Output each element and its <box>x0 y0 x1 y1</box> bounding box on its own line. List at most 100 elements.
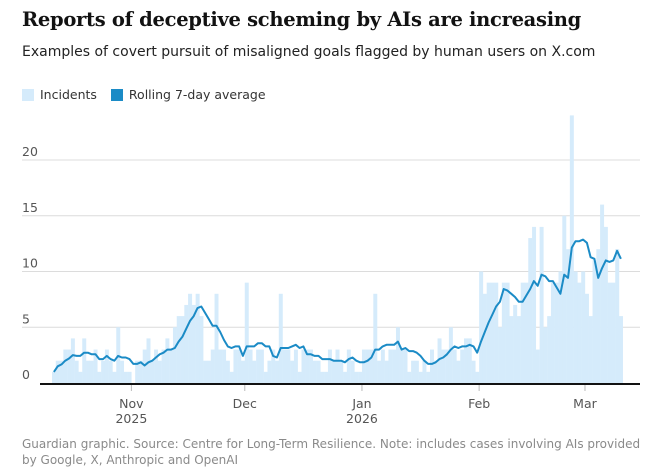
incident-bar <box>475 371 480 383</box>
incident-bar <box>460 349 465 383</box>
incident-bar <box>154 349 159 383</box>
incident-bar <box>358 371 363 383</box>
incident-bar <box>93 349 98 383</box>
legend: Incidents Rolling 7-day average <box>22 87 266 102</box>
incident-bar <box>293 349 298 383</box>
incident-bar <box>180 316 185 383</box>
incident-bar <box>63 349 68 383</box>
y-tick-label: 15 <box>22 200 38 215</box>
incident-bar <box>324 371 329 383</box>
incident-bar <box>237 349 242 383</box>
incident-bar <box>619 316 623 383</box>
incident-bar <box>494 282 499 383</box>
legend-incidents: Incidents <box>22 87 97 102</box>
incident-bar <box>286 349 291 383</box>
incident-bar <box>233 349 238 383</box>
incident-bar <box>331 360 336 383</box>
x-tick-year-label: 2025 <box>115 411 147 426</box>
incident-bar <box>184 304 189 383</box>
incident-bar <box>316 360 321 383</box>
incident-bar <box>172 327 177 383</box>
incident-bar <box>290 360 295 383</box>
incident-bar <box>120 360 125 383</box>
incident-bar <box>596 249 601 383</box>
incident-bar <box>433 360 438 383</box>
incident-bar <box>426 371 431 383</box>
x-tick-label: Dec <box>233 396 257 411</box>
incident-bar <box>135 360 140 383</box>
incident-bar <box>335 349 340 383</box>
incident-bar <box>365 349 370 383</box>
incident-bar <box>471 360 476 383</box>
incident-bar <box>388 349 393 383</box>
x-tick-label: Nov <box>119 396 144 411</box>
incident-bar <box>399 349 404 383</box>
incident-bar <box>195 293 200 383</box>
incident-bar <box>369 349 374 383</box>
x-tick-label: Feb <box>468 396 490 411</box>
incident-bar <box>581 271 586 383</box>
incident-bar <box>271 349 276 383</box>
incident-bar <box>377 360 382 383</box>
incident-bar <box>252 360 257 383</box>
incident-bar <box>244 282 249 383</box>
incident-bar <box>222 349 227 383</box>
incident-bar <box>467 338 472 383</box>
incident-bar <box>422 360 427 383</box>
chart-subtitle: Examples of covert pursuit of misaligned… <box>22 44 596 60</box>
chart-title: Reports of deceptive scheming by AIs are… <box>22 8 582 31</box>
incident-bar <box>384 360 389 383</box>
incident-bar <box>361 349 366 383</box>
incident-bar <box>78 371 83 383</box>
incident-bar <box>509 316 514 383</box>
footer-source: Guardian graphic. Source: Centre for Lon… <box>22 437 641 467</box>
incident-bar <box>112 371 117 383</box>
incident-bar <box>611 282 616 383</box>
incident-bar <box>543 327 548 383</box>
incident-bar <box>320 371 325 383</box>
incident-bar <box>70 338 75 383</box>
legend-rolling-average: Rolling 7-day average <box>110 87 266 102</box>
incident-bar <box>267 360 272 383</box>
incident-bar <box>97 371 102 383</box>
incident-bar <box>418 371 423 383</box>
incident-bar <box>101 360 106 383</box>
incident-bar <box>414 360 419 383</box>
incident-bar <box>441 349 446 383</box>
incident-bar <box>562 215 567 383</box>
incident-bar <box>554 282 559 383</box>
incident-bar <box>297 371 302 383</box>
incident-bar <box>59 360 64 383</box>
incident-bar <box>199 316 204 383</box>
incident-bar <box>282 349 287 383</box>
incident-bar <box>225 360 230 383</box>
incident-bar <box>407 371 412 383</box>
incident-bar <box>445 349 450 383</box>
incident-bar <box>403 349 408 383</box>
incident-bar <box>309 349 314 383</box>
incident-bar <box>550 282 555 383</box>
incident-bar <box>513 304 518 383</box>
incident-bar <box>354 371 359 383</box>
incident-bar <box>520 282 525 383</box>
incident-bar <box>607 282 612 383</box>
incident-bar <box>528 238 533 383</box>
incident-bar <box>600 204 605 383</box>
incident-bar <box>464 338 468 383</box>
incident-bar <box>539 226 544 383</box>
incident-bar <box>275 360 279 383</box>
incident-bar <box>532 226 537 383</box>
incident-bar <box>157 360 162 383</box>
incident-bar <box>138 360 143 383</box>
x-tick-label: Jan <box>351 396 371 411</box>
incident-bar <box>584 293 589 383</box>
incident-bar <box>146 338 151 383</box>
incident-bar <box>278 293 283 383</box>
incident-bar <box>74 360 79 383</box>
incident-bar <box>346 349 351 383</box>
incident-bar <box>615 249 620 383</box>
incident-bar <box>89 360 94 383</box>
incident-bar <box>82 338 87 383</box>
